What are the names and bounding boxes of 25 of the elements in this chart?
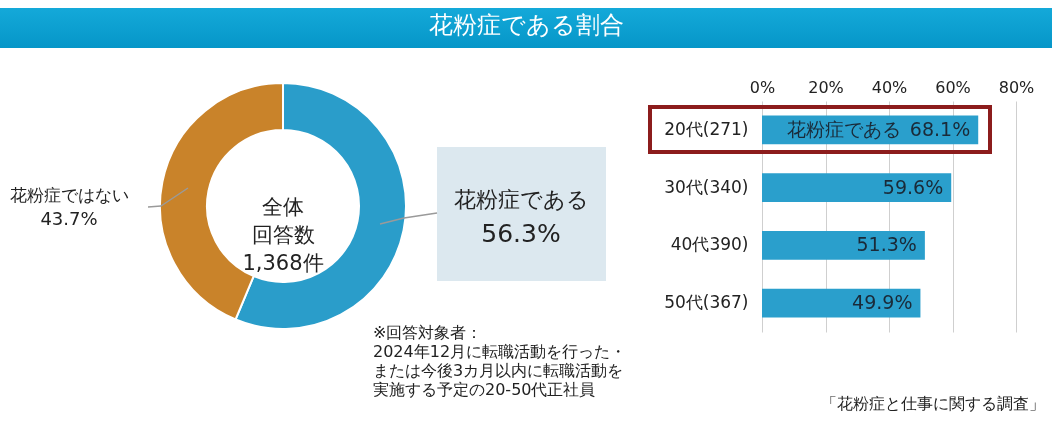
- bar: [762, 230, 925, 260]
- x-tick-label: 80%: [998, 77, 1035, 97]
- data-label: 56.3%: [481, 219, 561, 248]
- y-tick-label: 50代(367): [664, 292, 749, 313]
- y-tick-label: 40代390): [670, 234, 749, 255]
- x-tick-label: 40%: [871, 77, 908, 97]
- chart-title: 花粉症である割合: [428, 11, 624, 39]
- data-label: 49.9%: [852, 291, 913, 314]
- x-tick-label: 20%: [808, 77, 844, 97]
- slice-label: 花粉症ではない: [9, 185, 129, 205]
- bar: [762, 288, 921, 318]
- text: 全体回答数1,368件: [242, 195, 324, 275]
- series-label: 花粉症である: [787, 117, 901, 140]
- text: ※回答対象者：2024年12月に転職活動を行った・または今後3カ月以内に転職活動を実施する予定の20-50代正社員: [373, 323, 627, 399]
- text: 「花粉症と仕事に関する調査」: [821, 394, 1045, 413]
- bar: [762, 173, 952, 203]
- data-label: 68.1%: [909, 117, 971, 140]
- data-label: 51.3%: [856, 233, 917, 256]
- data-label: 59.6%: [882, 175, 944, 198]
- y-tick-label: 20代(271): [664, 118, 749, 139]
- data-label: 43.7%: [40, 208, 98, 229]
- x-tick-label: 0%: [749, 77, 776, 97]
- x-tick-label: 60%: [935, 77, 971, 97]
- y-tick-label: 30代(340): [664, 176, 749, 197]
- slice-label: 花粉症である: [453, 187, 589, 212]
